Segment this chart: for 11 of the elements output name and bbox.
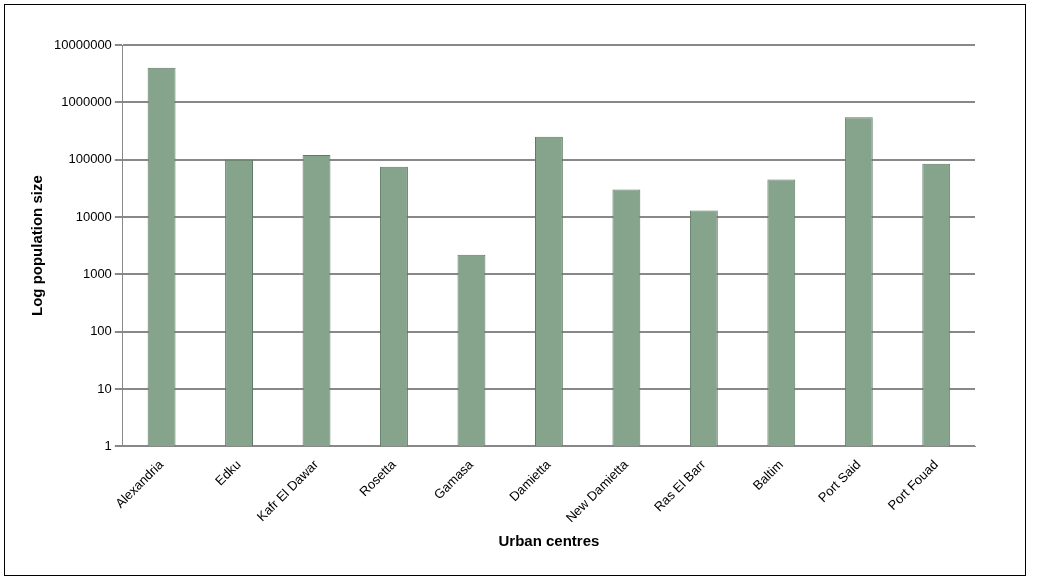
y-tick-label: 1000: [82, 265, 112, 281]
y-tick-label: 1000000: [61, 93, 112, 109]
y-tick-label: 10: [97, 380, 112, 396]
y-tick-label: 100: [90, 323, 112, 339]
y-tick-label: 10000000: [54, 36, 112, 52]
y-tick-label: 1: [104, 437, 112, 453]
y-tick-label: 100000: [68, 151, 112, 167]
y-tick-label: 10000: [75, 208, 112, 224]
y-axis-title: Log population size: [28, 175, 46, 317]
x-axis-title: Urban centres: [498, 532, 600, 550]
x-tick-label: Ras El Barr: [650, 456, 709, 515]
